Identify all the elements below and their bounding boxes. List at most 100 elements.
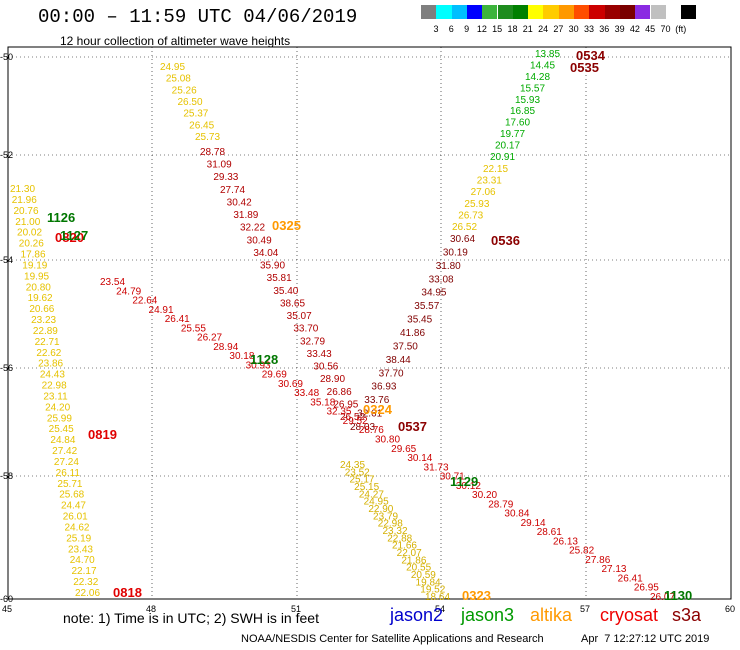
swh-value: 23.86: [38, 359, 63, 370]
swh-value: 38.44: [386, 355, 411, 366]
swh-value: 22.98: [378, 519, 403, 530]
swh-value: 23.79: [373, 511, 398, 522]
swh-value: 41.86: [400, 328, 425, 339]
pass-time-label: 0325: [272, 218, 301, 233]
swh-value: 21.66: [392, 541, 417, 552]
satellite-name: altika: [530, 605, 573, 625]
swh-value: 35.90: [260, 261, 285, 272]
pass-time-label: 0324: [363, 402, 393, 417]
pass-time-label: 0818: [113, 585, 142, 600]
swh-value: 20.26: [19, 239, 44, 250]
swh-value: 25.37: [183, 109, 208, 120]
swh-value: 32.79: [300, 336, 325, 347]
swh-value: 21.96: [12, 195, 37, 206]
lat-label: -60: [0, 594, 13, 604]
swh-value: 23.23: [31, 315, 56, 326]
pass-time-label: 1127: [60, 228, 88, 243]
lon-label: 57: [580, 604, 590, 614]
swh-value: 23.43: [68, 544, 93, 555]
swh-value: 27.06: [471, 187, 496, 198]
lat-label: -54: [0, 255, 13, 265]
swh-value: 22.88: [387, 533, 412, 544]
swh-value: 24.47: [61, 501, 86, 512]
swh-value: 30.14: [407, 453, 432, 464]
swh-value: 25.99: [47, 413, 72, 424]
swh-value: 27.24: [54, 457, 79, 468]
swh-value: 28.94: [213, 342, 238, 353]
swh-value: 26.86: [327, 387, 352, 398]
swh-value: 34.04: [253, 248, 278, 259]
swh-value: 23.32: [383, 526, 408, 537]
swh-value: 31.73: [424, 462, 449, 473]
pass-time-label: 0536: [491, 233, 520, 248]
legend-label: 30: [568, 24, 579, 34]
swh-value: 24.95: [160, 62, 185, 73]
swh-value: 25.68: [59, 490, 84, 501]
swh-value: 26.95: [333, 399, 358, 410]
swh-value: 27.13: [601, 564, 626, 575]
swh-value: 29.65: [391, 444, 416, 455]
swh-value: 15.57: [520, 83, 545, 94]
swh-value: 30.64: [450, 234, 475, 245]
swh-value: 22.17: [71, 566, 96, 577]
swh-value: 20.17: [495, 141, 520, 152]
pass-time-label: 1129: [450, 474, 478, 489]
swh-value: 22.89: [33, 326, 58, 337]
swh-value: 25.93: [464, 199, 489, 210]
swh-value: 26.95: [634, 583, 659, 594]
swh-value: 29.69: [262, 370, 287, 381]
swh-value: 30.12: [456, 481, 481, 492]
lon-label: 60: [725, 604, 735, 614]
pass-time-label: 0819: [88, 427, 117, 442]
swh-value: 26.13: [553, 536, 578, 547]
swh-value: 30.93: [246, 360, 271, 371]
swh-value: 21.86: [401, 555, 426, 566]
swh-value: 28.90: [320, 374, 345, 385]
swh-value: 24.84: [50, 435, 75, 446]
swh-value: 23.54: [100, 277, 125, 288]
legend-label: 6: [448, 24, 454, 34]
swh-value: 25.15: [354, 482, 379, 493]
swh-value: 25.55: [181, 323, 206, 334]
swh-value: 26.11: [56, 468, 81, 479]
swh-value: 19.62: [28, 293, 53, 304]
credit-line: NOAA/NESDIS Center for Satellite Applica…: [241, 633, 544, 645]
lon-label: 54: [435, 604, 445, 614]
swh-value: 33.08: [429, 274, 454, 285]
legend-swatch: [466, 5, 483, 19]
legend-swatch: [512, 5, 529, 19]
satellite-name: cryosat: [600, 605, 659, 625]
swh-value: 30.42: [227, 197, 252, 208]
swh-value: 19.84: [416, 577, 441, 588]
swh-value: 14.45: [530, 60, 555, 71]
legend-swatch: [528, 5, 544, 19]
swh-value: 23.31: [477, 176, 502, 187]
swh-value: 21.00: [15, 217, 40, 228]
pass-time-label: 0323: [462, 588, 491, 603]
swh-value: 25.45: [49, 424, 74, 435]
pass-time-label: 0534: [576, 48, 606, 63]
swh-value: 30.80: [375, 435, 400, 446]
swh-value: 20.55: [406, 563, 431, 574]
swh-value: 33.43: [307, 349, 332, 360]
legend-swatch: [451, 5, 467, 19]
swh-value: 24.27: [359, 489, 384, 500]
swh-value: 16.85: [510, 106, 535, 117]
swh-value: 25.19: [66, 533, 91, 544]
legend-label: 15: [492, 24, 503, 34]
swh-value: 26.07: [650, 592, 675, 603]
legend-label: 70: [660, 24, 671, 34]
swh-value: 30.18: [229, 351, 254, 362]
satellite-name: s3a: [672, 605, 702, 625]
swh-value: 24.35: [340, 460, 365, 471]
swh-value: 25.71: [57, 479, 82, 490]
swh-value: 26.41: [618, 573, 643, 584]
swh-value: 30.56: [313, 362, 338, 373]
satellite-name: jason2: [390, 605, 444, 625]
swh-value: 33.48: [294, 388, 319, 399]
swh-value: 20.91: [490, 152, 515, 163]
swh-value: 37.70: [379, 368, 404, 379]
swh-value: 27.86: [585, 555, 610, 566]
swh-value: 30.84: [504, 509, 529, 520]
